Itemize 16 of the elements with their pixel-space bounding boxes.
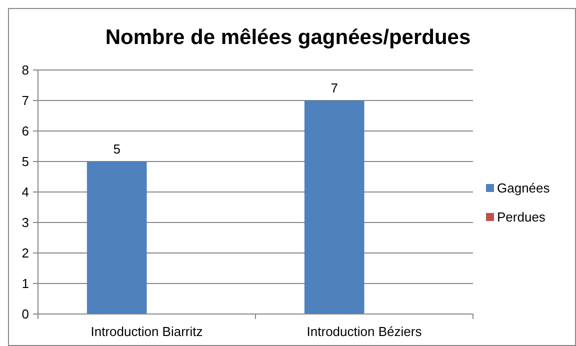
y-tick-label: 0 xyxy=(22,306,29,322)
data-label: 5 xyxy=(113,142,120,156)
y-tick-label: 7 xyxy=(22,93,29,108)
y-tick-label: 3 xyxy=(22,215,29,230)
y-tick-label: 6 xyxy=(22,124,29,138)
x-tick-label: Introduction Béziers xyxy=(306,324,422,339)
data-label: 7 xyxy=(330,80,338,96)
y-tick-label: 5 xyxy=(22,154,29,169)
chart-title: Nombre de mêlées gagnées/perdues xyxy=(105,26,471,49)
legend-label: Perdues xyxy=(497,210,546,224)
y-tick-label: 2 xyxy=(22,246,29,260)
y-tick-label: 8 xyxy=(22,62,29,78)
y-tick-label: 4 xyxy=(22,184,29,200)
legend-label: Gagnées xyxy=(497,180,550,196)
x-tick-label: Introduction Biarritz xyxy=(90,324,203,339)
y-tick-label: 1 xyxy=(22,276,29,291)
